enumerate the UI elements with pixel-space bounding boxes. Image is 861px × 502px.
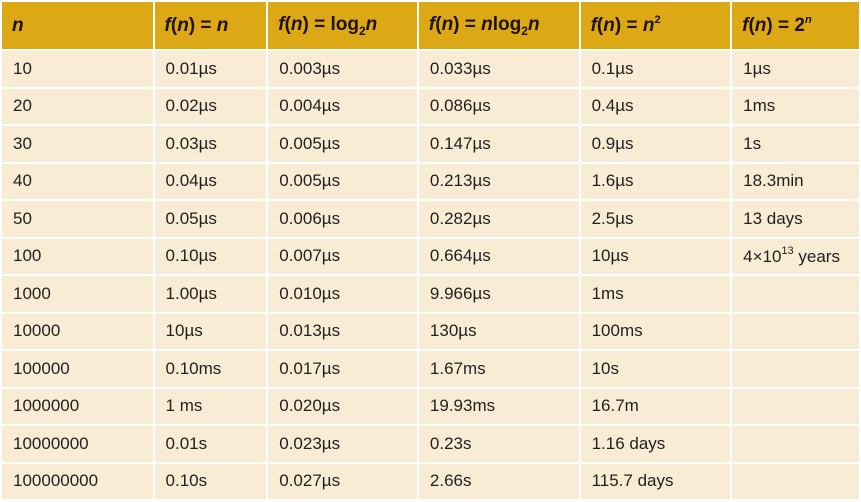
cell-n: 100000 (2, 351, 153, 387)
cell-nlogn: 0.086µs (418, 88, 579, 124)
table-row: 1000000 1 ms 0.020µs 19.93ms 16.7m (2, 388, 859, 424)
cell-linear: 0.03µs (154, 126, 267, 162)
table-body: 10 0.01µs 0.003µs 0.033µs 0.1µs 1µs 20 0.02µs 0.… (2, 51, 859, 499)
cell-log: 0.023µs (268, 426, 417, 462)
cell-n: 100000000 (2, 463, 153, 499)
cell-exponential (732, 388, 859, 424)
header-n: n (2, 2, 153, 49)
cell-n: 1000000 (2, 388, 153, 424)
cell-quadratic: 0.1µs (580, 51, 731, 87)
table-row: 100 0.10µs 0.007µs 0.664µs 10µs 4×1013 years (2, 238, 859, 274)
cell-log: 0.004µs (268, 88, 417, 124)
cell-linear: 0.10ms (154, 351, 267, 387)
cell-log: 0.007µs (268, 238, 417, 274)
table-row: 40 0.04µs 0.005µs 0.213µs 1.6µs 18.3min (2, 163, 859, 199)
header-row: n f(n) = n f(n) = log2n f(n) = nlog2n f(… (2, 2, 859, 49)
cell-log: 0.020µs (268, 388, 417, 424)
cell-nlogn: 130µs (418, 313, 579, 349)
cell-exponential (732, 276, 859, 312)
cell-exponential (732, 463, 859, 499)
cell-nlogn: 0.033µs (418, 51, 579, 87)
table-row: 10 0.01µs 0.003µs 0.033µs 0.1µs 1µs (2, 51, 859, 87)
cell-linear: 0.01s (154, 426, 267, 462)
cell-log: 0.017µs (268, 351, 417, 387)
cell-n: 50 (2, 201, 153, 237)
cell-linear: 0.04µs (154, 163, 267, 199)
cell-nlogn: 9.966µs (418, 276, 579, 312)
header-nlogn: f(n) = nlog2n (418, 2, 579, 49)
cell-quadratic: 100ms (580, 313, 731, 349)
header-log: f(n) = log2n (268, 2, 417, 49)
cell-n: 20 (2, 88, 153, 124)
table-row: 100000000 0.10s 0.027µs 2.66s 115.7 days (2, 463, 859, 499)
cell-nlogn: 0.664µs (418, 238, 579, 274)
cell-quadratic: 10µs (580, 238, 731, 274)
cell-linear: 1 ms (154, 388, 267, 424)
cell-nlogn: 2.66s (418, 463, 579, 499)
cell-nlogn: 19.93ms (418, 388, 579, 424)
cell-log: 0.006µs (268, 201, 417, 237)
cell-exponential (732, 351, 859, 387)
cell-log: 0.005µs (268, 163, 417, 199)
table-row: 10000000 0.01s 0.023µs 0.23s 1.16 days (2, 426, 859, 462)
header-linear: f(n) = n (154, 2, 267, 49)
cell-linear: 0.10µs (154, 238, 267, 274)
cell-log: 0.003µs (268, 51, 417, 87)
cell-exponential: 1µs (732, 51, 859, 87)
cell-quadratic: 16.7m (580, 388, 731, 424)
cell-n: 1000 (2, 276, 153, 312)
cell-exponential: 1s (732, 126, 859, 162)
cell-exponential: 1ms (732, 88, 859, 124)
cell-n: 30 (2, 126, 153, 162)
cell-nlogn: 0.213µs (418, 163, 579, 199)
cell-nlogn: 1.67ms (418, 351, 579, 387)
cell-linear: 0.01µs (154, 51, 267, 87)
table-row: 50 0.05µs 0.006µs 0.282µs 2.5µs 13 days (2, 201, 859, 237)
cell-quadratic: 1ms (580, 276, 731, 312)
table-row: 100000 0.10ms 0.017µs 1.67ms 10s (2, 351, 859, 387)
cell-quadratic: 10s (580, 351, 731, 387)
cell-log: 0.010µs (268, 276, 417, 312)
cell-linear: 10µs (154, 313, 267, 349)
cell-exponential (732, 426, 859, 462)
table-row: 30 0.03µs 0.005µs 0.147µs 0.9µs 1s (2, 126, 859, 162)
cell-log: 0.027µs (268, 463, 417, 499)
cell-nlogn: 0.23s (418, 426, 579, 462)
cell-exponential: 4×1013 years (732, 238, 859, 274)
cell-linear: 0.02µs (154, 88, 267, 124)
cell-linear: 1.00µs (154, 276, 267, 312)
cell-quadratic: 0.4µs (580, 88, 731, 124)
cell-exponential (732, 313, 859, 349)
cell-nlogn: 0.147µs (418, 126, 579, 162)
cell-exponential: 18.3min (732, 163, 859, 199)
header-exponential: f(n) = 2n (732, 2, 859, 49)
cell-linear: 0.05µs (154, 201, 267, 237)
cell-quadratic: 1.16 days (580, 426, 731, 462)
cell-nlogn: 0.282µs (418, 201, 579, 237)
table-row: 10000 10µs 0.013µs 130µs 100ms (2, 313, 859, 349)
cell-n: 10000 (2, 313, 153, 349)
cell-quadratic: 0.9µs (580, 126, 731, 162)
cell-n: 10 (2, 51, 153, 87)
cell-log: 0.013µs (268, 313, 417, 349)
table-row: 1000 1.00µs 0.010µs 9.966µs 1ms (2, 276, 859, 312)
cell-n: 40 (2, 163, 153, 199)
cell-quadratic: 2.5µs (580, 201, 731, 237)
cell-n: 100 (2, 238, 153, 274)
cell-quadratic: 115.7 days (580, 463, 731, 499)
header-quadratic: f(n) = n2 (580, 2, 731, 49)
cell-n: 10000000 (2, 426, 153, 462)
cell-linear: 0.10s (154, 463, 267, 499)
cell-log: 0.005µs (268, 126, 417, 162)
cell-exponential: 13 days (732, 201, 859, 237)
table-row: 20 0.02µs 0.004µs 0.086µs 0.4µs 1ms (2, 88, 859, 124)
cell-quadratic: 1.6µs (580, 163, 731, 199)
